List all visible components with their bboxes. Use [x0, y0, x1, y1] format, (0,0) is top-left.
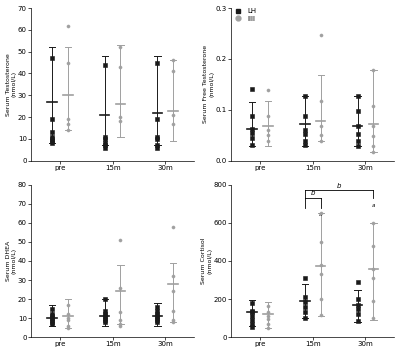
- Y-axis label: Serum Testosterone
(nmol/L): Serum Testosterone (nmol/L): [6, 53, 16, 116]
- Text: b: b: [310, 190, 315, 196]
- Text: a: a: [319, 212, 322, 217]
- Y-axis label: Serum Cortisol
(nmol/L): Serum Cortisol (nmol/L): [201, 238, 212, 284]
- Y-axis label: Serum Free Testosterone
(nmol/L): Serum Free Testosterone (nmol/L): [204, 45, 214, 124]
- Text: a: a: [372, 203, 375, 208]
- Y-axis label: Serum DHEA
(nmol/L): Serum DHEA (nmol/L): [6, 241, 16, 281]
- Text: b: b: [337, 183, 341, 189]
- Legend: LH, IIII: LH, IIII: [231, 8, 256, 22]
